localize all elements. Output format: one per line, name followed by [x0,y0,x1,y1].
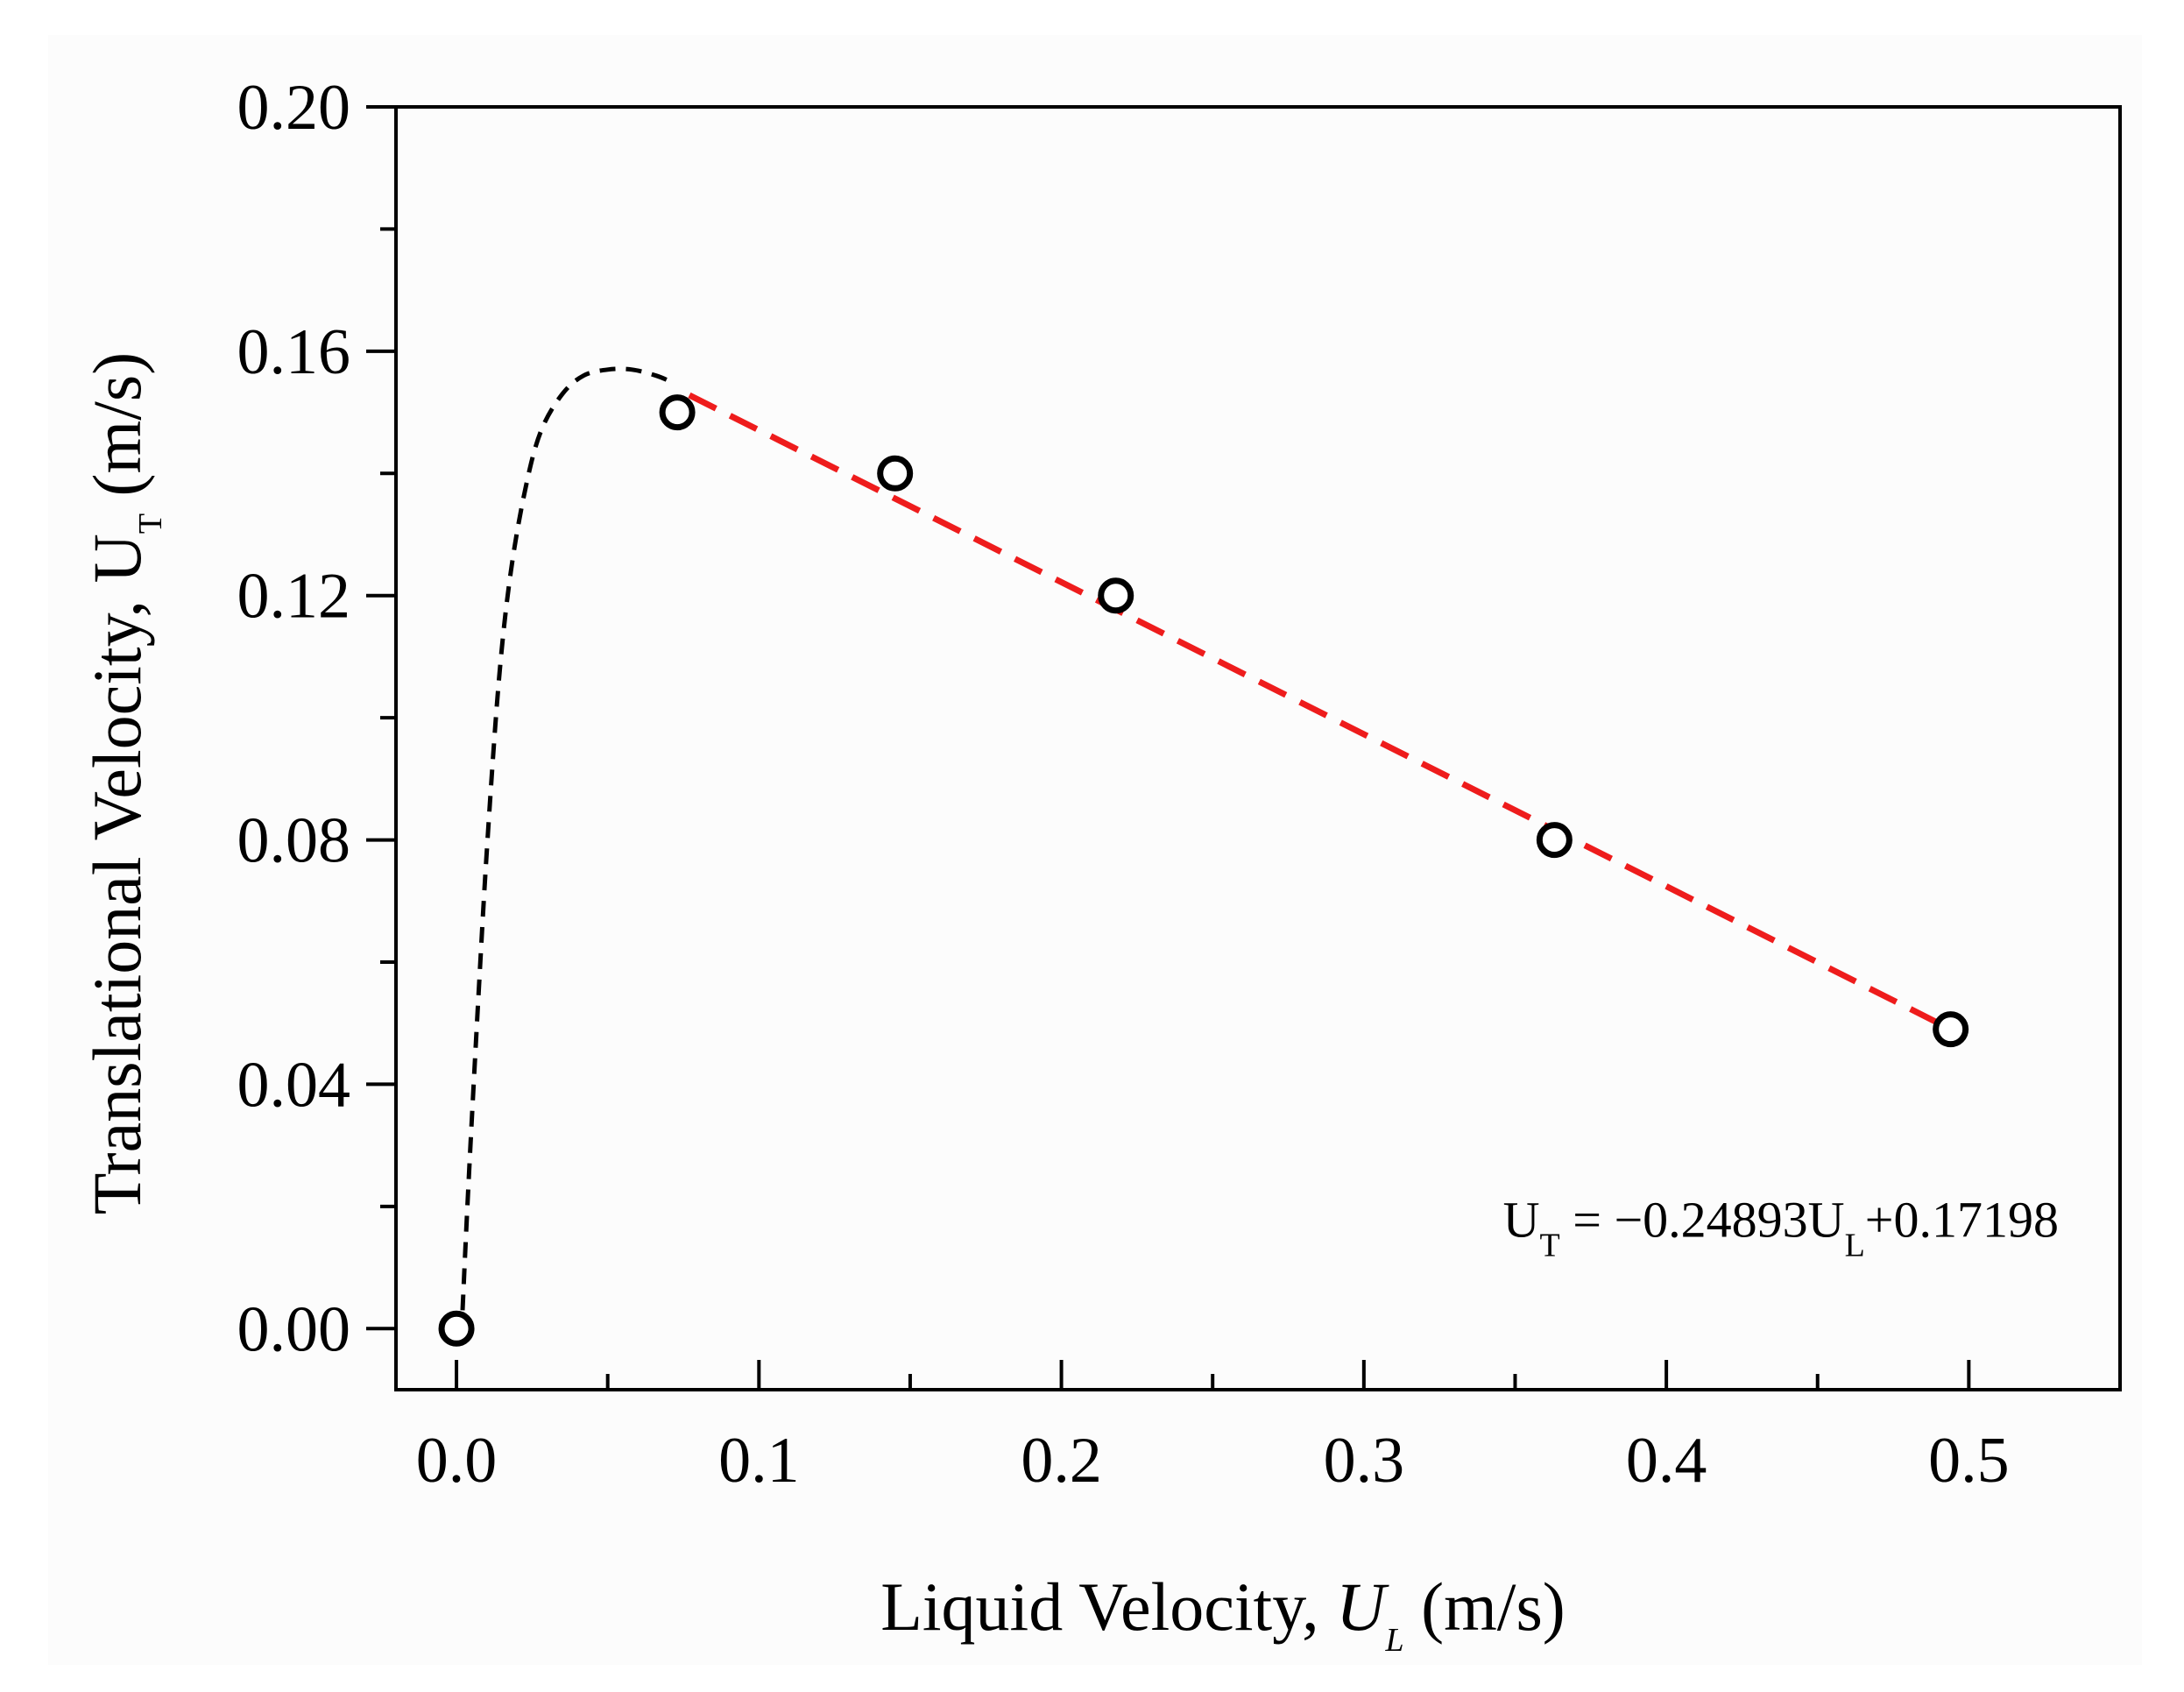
y-axis-tick-labels: 0.00 0.04 0.08 0.12 0.16 0.20 [237,72,351,1365]
x-tick-label: 0.5 [1928,1425,2010,1497]
fit-equation: UT = −0.24893UL+0.17198 [1503,1192,2059,1264]
y-tick-label: 0.00 [237,1293,351,1365]
data-point [438,1310,475,1347]
y-tick-label: 0.04 [237,1049,351,1121]
y-tick-label: 0.20 [237,72,351,144]
x-tick-label: 0.4 [1626,1425,1707,1497]
data-point [1536,822,1573,859]
data-point [1098,577,1134,614]
x-tick-label: 0.0 [416,1425,498,1497]
y-tick-label: 0.12 [237,561,351,633]
x-axis-title: Liquid Velocity, UL (m/s) [880,1568,1566,1659]
y-tick-label: 0.16 [237,316,351,388]
x-tick-label: 0.3 [1324,1425,1405,1497]
plot-frame [394,105,2122,1391]
x-axis-tick-labels: 0.0 0.1 0.2 0.3 0.4 0.5 [416,1425,2010,1497]
x-axis-major-ticks [455,1360,1971,1390]
x-axis-minor-ticks [605,1374,1820,1390]
y-axis-major-ticks [366,105,396,1331]
data-points [438,394,1969,1347]
trend-curve-dashed [460,366,673,1311]
data-point [877,455,914,492]
linear-fit-line [688,392,1953,1032]
y-axis-title: Translational Velocity, UT (m/s) [79,352,169,1214]
plot-canvas [48,35,2142,1665]
data-point [1933,1011,1969,1048]
y-tick-label: 0.08 [237,805,351,877]
x-tick-label: 0.1 [718,1425,800,1497]
data-point [659,394,696,431]
x-tick-label: 0.2 [1021,1425,1102,1497]
y-axis-minor-ticks [380,227,396,1208]
